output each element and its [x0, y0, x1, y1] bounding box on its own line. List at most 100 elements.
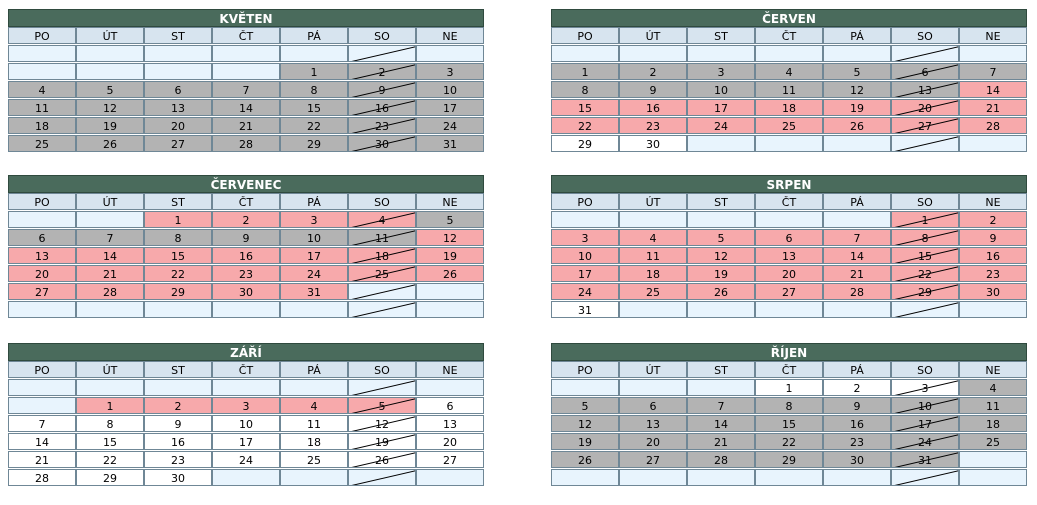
day-cell: 3 [551, 229, 619, 246]
day-cell: 10 [891, 397, 959, 414]
day-cell: 20 [619, 433, 687, 450]
day-number: 3 [446, 66, 454, 79]
day-number: 24 [307, 268, 321, 281]
empty-day-cell [551, 469, 619, 486]
day-number: 9 [989, 232, 997, 245]
day-cell: 11 [280, 415, 348, 432]
day-cell: 10 [687, 81, 755, 98]
day-number: 8 [106, 418, 114, 431]
day-cell: 1 [891, 211, 959, 228]
weekday-header: ÚT [619, 27, 687, 44]
empty-day-cell [416, 301, 484, 318]
day-number: 6 [38, 232, 46, 245]
day-number: 8 [581, 84, 589, 97]
empty-day-cell [823, 135, 891, 152]
weekday-header: NE [416, 361, 484, 378]
day-cell: 9 [823, 397, 891, 414]
day-number: 31 [918, 454, 932, 467]
weekday-header: NE [959, 361, 1027, 378]
day-number: 1 [921, 214, 929, 227]
empty-day-cell [687, 301, 755, 318]
day-cell: 12 [348, 415, 416, 432]
day-number: 5 [853, 66, 861, 79]
day-number: 10 [443, 84, 457, 97]
empty-day-cell [280, 301, 348, 318]
day-cell: 10 [280, 229, 348, 246]
day-number: 17 [443, 102, 457, 115]
empty-day-cell [280, 45, 348, 62]
day-number: 21 [714, 436, 728, 449]
empty-day-cell [76, 45, 144, 62]
weekday-header: ČT [212, 361, 280, 378]
day-number: 12 [578, 418, 592, 431]
day-cell: 8 [551, 81, 619, 98]
empty-day-cell [687, 135, 755, 152]
day-number: 15 [782, 418, 796, 431]
day-number: 20 [35, 268, 49, 281]
day-number: 10 [239, 418, 253, 431]
day-number: 2 [174, 400, 182, 413]
day-cell: 13 [416, 415, 484, 432]
month-grid: PO ÚT ST ČT PÁ SO NE 1 2 3 4 5 6 7 8 9 10 11 12 13 14 15 16 17 1… [8, 27, 484, 153]
day-number: 26 [850, 120, 864, 133]
weekday-header: SO [891, 361, 959, 378]
day-cell: 29 [76, 469, 144, 486]
day-number: 6 [446, 400, 454, 413]
day-number: 10 [307, 232, 321, 245]
day-cell: 8 [891, 229, 959, 246]
day-number: 23 [646, 120, 660, 133]
empty-day-cell [755, 45, 823, 62]
day-cell: 12 [823, 81, 891, 98]
day-cell: 22 [76, 451, 144, 468]
month-calendar: ČERVEN PO ÚT ST ČT PÁ SO NE 1 2 3 4 5 6 7 8 9 10 11 12 13 14 1… [551, 9, 1027, 153]
day-number: 4 [989, 382, 997, 395]
day-number: 6 [174, 84, 182, 97]
weekday-header: PÁ [823, 193, 891, 210]
empty-day-cell [551, 379, 619, 396]
day-cell: 10 [416, 81, 484, 98]
day-number: 29 [171, 286, 185, 299]
day-cell: 6 [619, 397, 687, 414]
day-cell: 23 [619, 117, 687, 134]
day-number: 11 [375, 232, 389, 245]
day-cell: 5 [76, 81, 144, 98]
day-number: 1 [106, 400, 114, 413]
day-number: 25 [35, 138, 49, 151]
weekday-header: ST [144, 193, 212, 210]
day-cell: 31 [551, 301, 619, 318]
empty-day-cell [823, 45, 891, 62]
day-number: 7 [242, 84, 250, 97]
day-cell: 20 [891, 99, 959, 116]
empty-day-cell [348, 45, 416, 62]
month-grid: PO ÚT ST ČT PÁ SO NE 1 2 3 4 5 6 7 8 9 10 11 12 13 14 15 16 17 1… [551, 361, 1027, 487]
day-number: 30 [850, 454, 864, 467]
day-number: 23 [171, 454, 185, 467]
empty-day-cell [280, 379, 348, 396]
day-cell: 5 [348, 397, 416, 414]
day-number: 18 [782, 102, 796, 115]
day-cell: 28 [687, 451, 755, 468]
day-cell: 2 [619, 63, 687, 80]
day-number: 19 [714, 268, 728, 281]
day-cell: 22 [755, 433, 823, 450]
day-number: 12 [375, 418, 389, 431]
month-calendar: SRPEN PO ÚT ST ČT PÁ SO NE 1 2 3 4 5 6 7 8 9 10 11 12 13 14 15… [551, 175, 1027, 319]
day-number: 26 [375, 454, 389, 467]
day-number: 20 [918, 102, 932, 115]
day-number: 23 [850, 436, 864, 449]
day-number: 21 [103, 268, 117, 281]
day-cell: 21 [212, 117, 280, 134]
empty-day-cell [755, 301, 823, 318]
day-number: 27 [443, 454, 457, 467]
day-cell: 24 [891, 433, 959, 450]
weekday-header: ÚT [76, 27, 144, 44]
empty-day-cell [8, 211, 76, 228]
empty-day-cell [416, 469, 484, 486]
day-number: 14 [103, 250, 117, 263]
weekday-header: ČT [755, 361, 823, 378]
empty-day-cell [687, 211, 755, 228]
empty-day-cell [348, 469, 416, 486]
day-cell: 13 [8, 247, 76, 264]
day-number: 2 [853, 382, 861, 395]
day-cell: 14 [959, 81, 1027, 98]
